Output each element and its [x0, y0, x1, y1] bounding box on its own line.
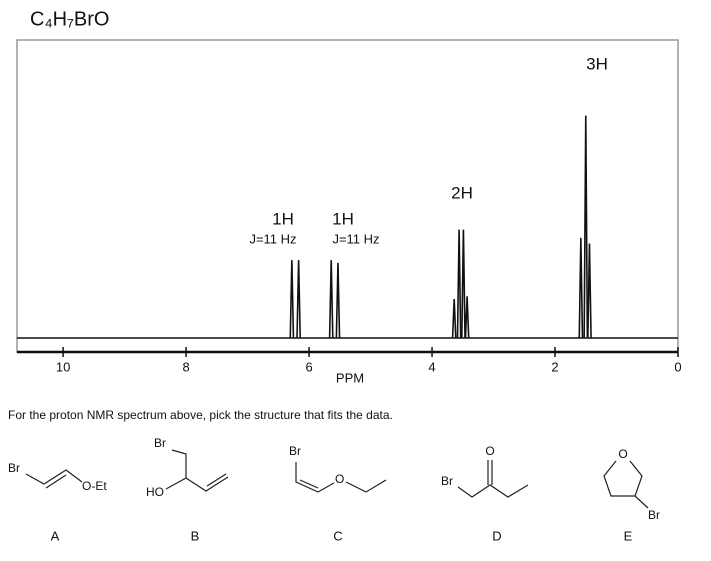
peak-annotation: J=11 Hz [332, 231, 379, 246]
peak [583, 115, 589, 339]
structure-b: Br HO B [146, 436, 229, 543]
option-label: C [333, 528, 342, 543]
structure-a: Br O-Et A [8, 461, 107, 543]
peak [464, 296, 470, 339]
atom: O [335, 472, 344, 486]
bonds [603, 460, 649, 509]
atom: Br [441, 474, 453, 488]
x-tick-label: 8 [182, 359, 189, 374]
x-axis-label: PPM [336, 370, 364, 385]
x-tick-label: 0 [674, 359, 681, 374]
option-label: B [191, 528, 200, 543]
peak [296, 260, 302, 339]
atom: Br [648, 508, 660, 522]
peak-annotation: J=11 Hz [249, 231, 296, 246]
peak [335, 262, 341, 339]
atom: Br [289, 444, 301, 458]
atom: Br [154, 436, 166, 450]
peak [289, 260, 295, 339]
x-tick-label: 4 [428, 359, 435, 374]
formula-title: C₄H₇BrO [30, 8, 109, 30]
bonds [25, 469, 83, 489]
atom: O-Et [82, 479, 107, 493]
option-label: E [624, 528, 633, 543]
peak-annotation: 2H [451, 183, 473, 202]
bonds [457, 460, 529, 498]
atom: O [618, 447, 627, 461]
plot-frame [16, 39, 679, 353]
peak [456, 229, 462, 339]
peak [328, 260, 334, 339]
peak [451, 299, 457, 339]
atom: HO [146, 485, 164, 499]
option-label: A [51, 528, 60, 543]
question: For the proton NMR spectrum above, pick … [8, 408, 393, 422]
bonds [295, 462, 387, 493]
x-tick-label: 10 [56, 359, 70, 374]
peak-annotation: 1H [332, 209, 354, 228]
peak-annotation: 1H [272, 209, 294, 228]
option-label: D [492, 528, 501, 543]
atom: Br [8, 461, 20, 475]
peak [587, 243, 592, 339]
peak [578, 237, 584, 339]
x-tick-label: 2 [551, 359, 558, 374]
structure-c: Br O C [289, 444, 387, 543]
x-tick-label: 6 [305, 359, 312, 374]
bonds [165, 449, 229, 492]
structure-e: O Br E [603, 447, 660, 543]
structure-d: Br O D [441, 444, 529, 543]
atom: O [485, 444, 494, 458]
peak-annotation: 3H [586, 54, 608, 73]
peak [461, 229, 466, 339]
